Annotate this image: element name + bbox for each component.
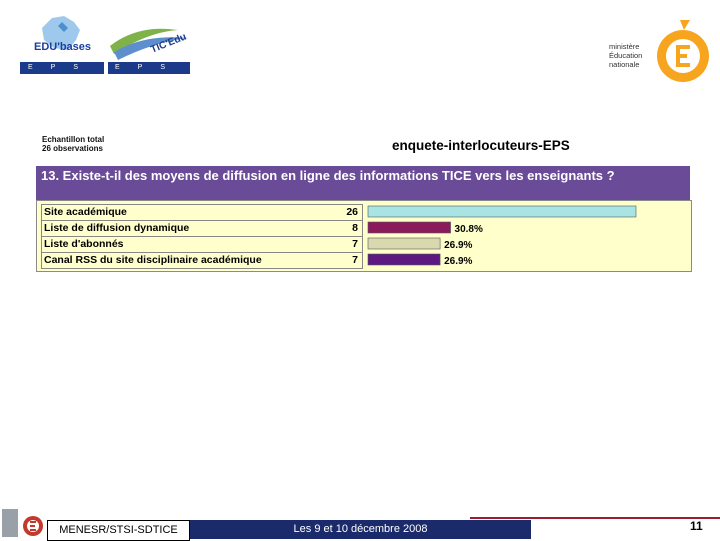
footer-date: Les 9 et 10 décembre 2008 bbox=[190, 520, 531, 539]
france-map-icon bbox=[42, 16, 80, 50]
table-row: Liste de diffusion dynamique 8 bbox=[41, 220, 363, 237]
edubases-logo-bar: EPS bbox=[20, 62, 104, 74]
bar-value-label: 30.8% bbox=[455, 224, 483, 235]
count-label: 8 bbox=[352, 222, 358, 234]
footer-divider bbox=[470, 517, 720, 519]
chart-title: 13. Existe-t-il des moyens de diffusion … bbox=[41, 168, 615, 183]
ministry-e-emblem-icon bbox=[657, 20, 709, 82]
bar-value-label: 26.9% bbox=[444, 240, 472, 251]
category-label: Liste d'abonnés bbox=[44, 238, 124, 250]
bar-4 bbox=[367, 253, 441, 266]
swoosh-icon bbox=[110, 28, 188, 60]
footer-org: MENESR/STSI-SDTICE bbox=[47, 520, 190, 541]
category-label: Liste de diffusion dynamique bbox=[44, 222, 190, 234]
ticedu-logo-bar: EPS bbox=[108, 62, 190, 74]
table-row: Canal RSS du site disciplinaire académiq… bbox=[41, 252, 363, 269]
category-label: Canal RSS du site disciplinaire académiq… bbox=[44, 254, 262, 266]
edubases-logo-text: EDU'bases bbox=[34, 41, 92, 53]
survey-chart: Echantillon total 26 observations enquet… bbox=[36, 130, 692, 272]
edubases-logo: EDU'bases EPS bbox=[20, 14, 104, 74]
page-number: 11 bbox=[690, 519, 703, 533]
ticedu-logo: TIC'Edu EPS bbox=[108, 20, 190, 76]
bar-1 bbox=[367, 205, 637, 218]
count-label: 26 bbox=[346, 206, 358, 218]
count-label: 7 bbox=[352, 238, 358, 250]
count-label: 7 bbox=[352, 254, 358, 266]
ministry-logo: ministère Éducation nationale bbox=[604, 16, 714, 86]
footer-ministry-logo-icon bbox=[2, 509, 43, 537]
ministry-logo-text: ministère Éducation nationale bbox=[609, 42, 643, 69]
bar-2 bbox=[367, 221, 451, 234]
survey-title: enquete-interlocuteurs-EPS bbox=[392, 138, 570, 153]
question-banner: 13. Existe-t-il des moyens de diffusion … bbox=[36, 166, 690, 200]
bar-value-label: 26.9% bbox=[444, 256, 472, 267]
bar-plot: 30.8% 26.9% 26.9% bbox=[367, 205, 637, 267]
sample-info: Echantillon total 26 observations bbox=[42, 135, 105, 153]
bar-3 bbox=[367, 237, 441, 250]
category-label: Site académique bbox=[44, 206, 127, 218]
